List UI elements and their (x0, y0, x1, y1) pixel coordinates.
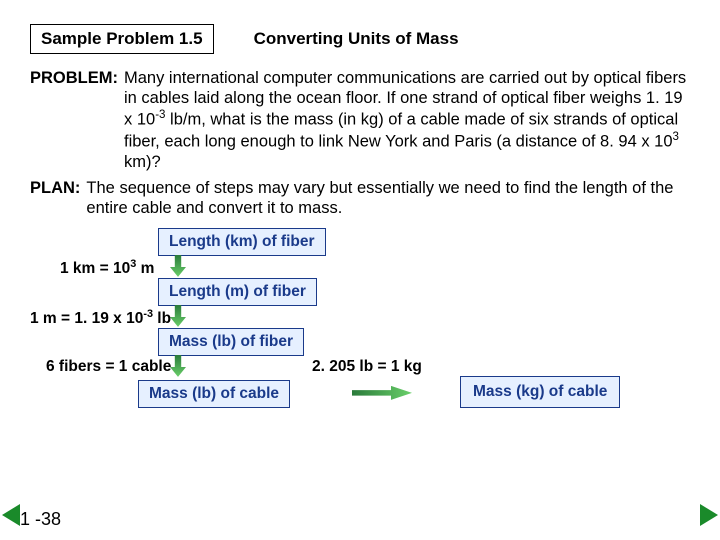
slide-container: Sample Problem 1.5 Converting Units of M… (0, 0, 720, 540)
plan-text: The sequence of steps may vary but essen… (86, 178, 690, 218)
plan-section: PLAN: The sequence of steps may vary but… (30, 178, 690, 218)
arrow-down-icon (170, 355, 186, 377)
slide-title: Converting Units of Mass (254, 29, 459, 49)
problem-section: PROBLEM: Many international computer com… (30, 68, 690, 172)
plan-label: PLAN: (30, 178, 86, 218)
nav-prev-icon[interactable] (2, 504, 20, 526)
flow-box-length-km: Length (km) of fiber (158, 228, 326, 256)
header-row: Sample Problem 1.5 Converting Units of M… (30, 24, 690, 54)
conversion-m-lb: 1 m = 1. 19 x 10-3 lb (30, 308, 171, 328)
sample-problem-box: Sample Problem 1.5 (30, 24, 214, 54)
flow-box-mass-kg-cable: Mass (kg) of cable (460, 376, 620, 408)
problem-label: PROBLEM: (30, 68, 124, 172)
flowchart: Length (km) of fiber 1 km = 103 m Length… (30, 228, 690, 458)
arrow-down-icon (170, 305, 186, 327)
flow-box-mass-lb-cable: Mass (lb) of cable (138, 380, 290, 408)
conversion-km-m: 1 km = 103 m (60, 258, 154, 278)
page-number: 1 -38 (20, 509, 61, 530)
arrow-down-icon (170, 255, 186, 277)
conversion-lb-kg: 2. 205 lb = 1 kg (312, 358, 422, 376)
arrow-right-icon (352, 386, 412, 400)
flow-box-length-m: Length (m) of fiber (158, 278, 317, 306)
nav-next-icon[interactable] (700, 504, 718, 526)
flow-box-mass-lb-fiber: Mass (lb) of fiber (158, 328, 304, 356)
problem-text: Many international computer communicatio… (124, 68, 690, 172)
conversion-fibers-cable: 6 fibers = 1 cable (46, 358, 171, 376)
